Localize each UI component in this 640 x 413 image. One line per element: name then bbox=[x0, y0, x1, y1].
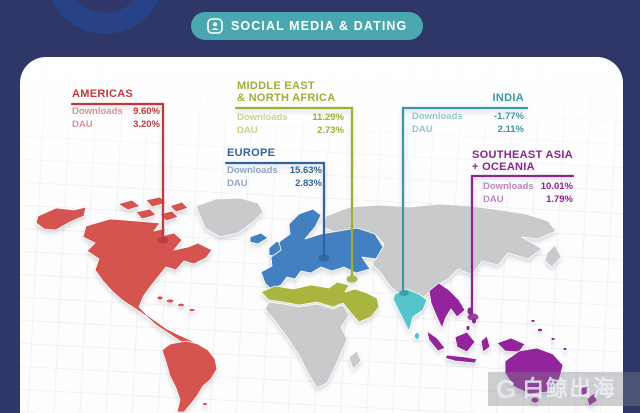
stat-row-downloads: Downloads -1.77% bbox=[412, 110, 524, 123]
stat-row-dau: DAU 1.79% bbox=[483, 193, 573, 206]
region-label-americas: AMERICAS Downloads 9.60% DAU 3.20% bbox=[72, 88, 160, 131]
stat-row-downloads: Downloads 10.01% bbox=[483, 180, 573, 193]
dau-label: DAU bbox=[72, 118, 93, 130]
stat-row-dau: DAU 2.83% bbox=[227, 177, 322, 190]
stat-row-downloads: Downloads 9.60% bbox=[72, 105, 160, 118]
dau-label: DAU bbox=[483, 194, 504, 205]
stat-row-downloads: Downloads 11.29% bbox=[237, 111, 344, 124]
region-title-americas: AMERICAS bbox=[72, 88, 134, 100]
watermark: G 白鲸出海 bbox=[488, 372, 640, 406]
watermark-text: 白鲸出海 bbox=[522, 376, 617, 401]
downloads-value: -1.77% bbox=[493, 110, 524, 122]
category-badge: SOCIAL MEDIA & DATING bbox=[191, 12, 424, 40]
region-label-mena: MIDDLE EAST & NORTH AFRICA Downloads 11.… bbox=[237, 80, 344, 137]
downloads-label: Downloads bbox=[227, 164, 278, 176]
stat-row-dau: DAU 2.11% bbox=[412, 123, 524, 136]
region-title-sea-line1: SOUTHEAST ASIA bbox=[472, 149, 573, 161]
region-label-india: INDIA Downloads -1.77% DAU 2.11% bbox=[400, 92, 524, 136]
region-label-europe: EUROPE Downloads 15.63% DAU 2.83% bbox=[227, 147, 322, 190]
stat-row-dau: DAU 3.20% bbox=[72, 118, 160, 131]
region-title-europe: EUROPE bbox=[227, 147, 276, 159]
dau-label: DAU bbox=[412, 123, 433, 135]
region-title-mena-line2: & NORTH AFRICA bbox=[237, 91, 336, 104]
dau-value: 2.73% bbox=[317, 125, 344, 136]
stat-row-dau: DAU 2.73% bbox=[237, 124, 344, 137]
category-badge-label: SOCIAL MEDIA & DATING bbox=[231, 19, 408, 33]
contact-card-icon bbox=[207, 18, 223, 34]
downloads-label: Downloads bbox=[412, 110, 463, 122]
dau-value: 1.79% bbox=[546, 194, 573, 205]
downloads-label: Downloads bbox=[483, 181, 534, 192]
watermark-logo-icon: G bbox=[496, 374, 517, 404]
downloads-value: 9.60% bbox=[133, 105, 160, 117]
region-title-mena-line1: MIDDLE EAST bbox=[237, 80, 315, 92]
downloads-value: 15.63% bbox=[289, 164, 322, 176]
dau-value: 2.83% bbox=[295, 177, 322, 189]
dau-value: 2.11% bbox=[497, 123, 524, 135]
dau-value: 3.20% bbox=[133, 118, 160, 130]
region-title-sea-line2: + OCEANIA bbox=[472, 160, 535, 173]
downloads-value: 10.01% bbox=[540, 181, 573, 192]
region-title-india: INDIA bbox=[492, 92, 524, 104]
downloads-label: Downloads bbox=[72, 105, 123, 117]
dau-label: DAU bbox=[227, 177, 248, 189]
stat-row-downloads: Downloads 15.63% bbox=[227, 164, 322, 177]
downloads-value: 11.29% bbox=[312, 112, 344, 123]
dau-label: DAU bbox=[237, 125, 258, 136]
downloads-label: Downloads bbox=[237, 112, 288, 123]
decorative-ring bbox=[45, 0, 165, 34]
region-label-southeast-asia-oceania: SOUTHEAST ASIA + OCEANIA Downloads 10.01… bbox=[472, 149, 573, 206]
